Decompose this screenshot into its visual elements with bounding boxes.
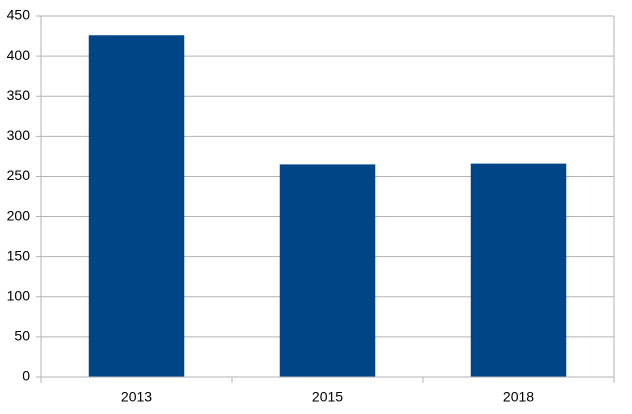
y-tick-label: 350 (7, 87, 31, 103)
x-tick-label: 2015 (312, 389, 343, 405)
y-tick-label: 200 (7, 207, 31, 223)
x-tick-label: 2018 (503, 389, 534, 405)
y-tick-label: 50 (14, 328, 30, 344)
y-tick-label: 400 (7, 47, 31, 63)
bar (470, 163, 567, 377)
y-tick-label: 300 (7, 127, 31, 143)
y-tick-label: 0 (22, 368, 30, 384)
y-tick-label: 250 (7, 167, 31, 183)
bar (279, 164, 376, 377)
y-tick-label: 150 (7, 247, 31, 263)
y-tick-label: 100 (7, 287, 31, 303)
y-tick-label: 450 (7, 7, 31, 23)
x-tick-label: 2013 (121, 389, 152, 405)
bar (88, 35, 185, 378)
